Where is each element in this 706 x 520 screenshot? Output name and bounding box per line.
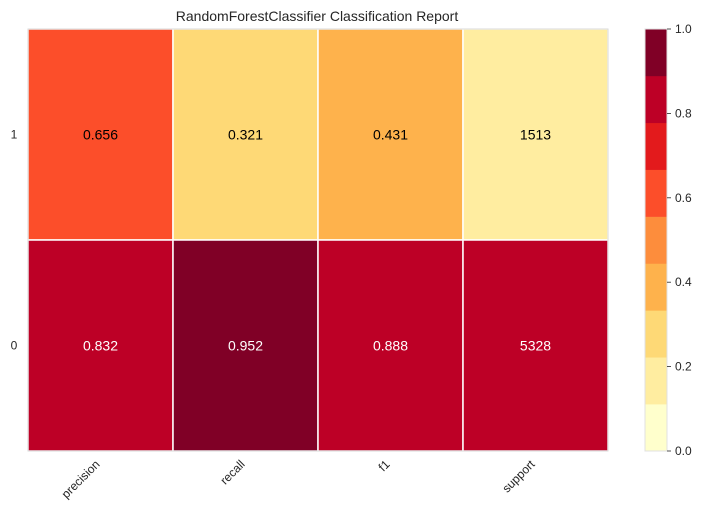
heatmap-cell [462,239,609,452]
cell-value-label: 1513 [520,127,551,143]
colorbar-bin [645,75,667,124]
colorbar-bin [645,263,667,311]
colorbar-tick-label: 0.8 [675,106,692,120]
x-tick-label: precision [59,457,103,501]
y-tick-label: 1 [11,128,18,142]
chart-title: RandomForestClassifier Classification Re… [176,8,459,24]
heatmap-cell [172,28,319,241]
y-tick-label: 0 [11,339,18,353]
colorbar-tick-label: 0.6 [675,191,692,205]
colorbar-bin [645,169,667,217]
colorbar-tick-label: 0.2 [675,360,692,374]
cell-value-label: 0.888 [373,338,408,354]
colorbar-tick-label: 1.0 [675,22,692,36]
x-tick-label: f1 [376,457,393,474]
heatmap-grid: 0.656 0.321 0.431 1513 0.832 0.952 0.888 5328 [27,28,609,452]
colorbar-bin [645,404,667,452]
plot-frame [27,28,609,452]
cell-value-label: 0.431 [373,127,408,143]
x-tick-label: support [499,457,538,496]
x-axis-tick-labels: precision recall f1 support [59,457,538,501]
colorbar-bin [645,216,667,264]
heatmap-cell [27,239,174,452]
x-tick-label: recall [217,457,247,487]
heatmap-cell [27,28,174,241]
colorbar: 0.0 0.2 0.4 0.6 0.8 1.0 [644,22,692,458]
colorbar-tick-label: 0.4 [675,275,692,289]
colorbar-frame [644,28,668,452]
cell-value-label: 0.832 [83,338,118,354]
heatmap-cell [172,239,319,452]
colorbar-bin [645,122,667,170]
cell-value-label: 0.656 [83,127,118,143]
colorbar-bin [645,29,667,77]
colorbar-bin [645,357,667,405]
cell-value-label: 0.321 [228,127,263,143]
colorbar-tick-label: 0.0 [675,444,692,458]
colorbar-bin [645,310,667,358]
cell-value-label: 5328 [520,338,551,354]
y-axis-tick-labels: 10 [11,128,18,353]
cell-value-label: 0.952 [228,338,263,354]
heatmap-cell [462,28,609,241]
